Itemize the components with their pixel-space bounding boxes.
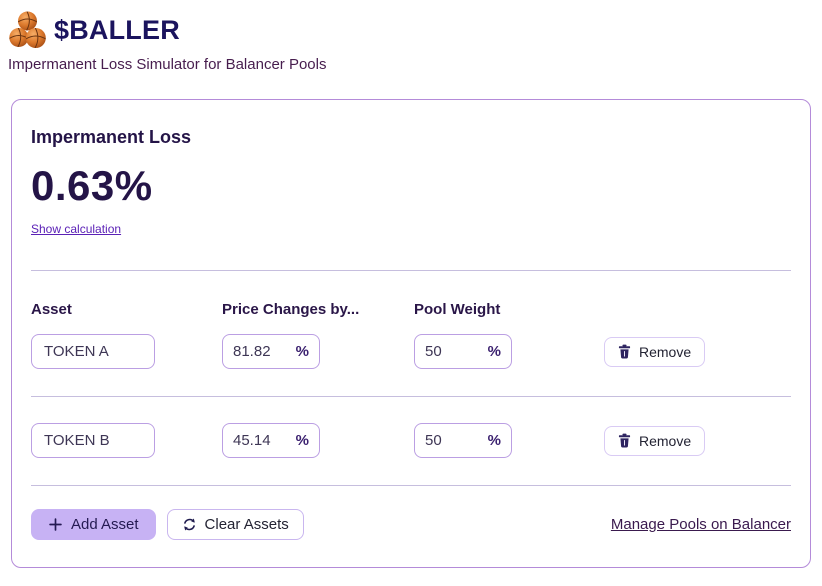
remove-button-label: Remove <box>639 432 692 449</box>
weight-column-header: Pool Weight <box>414 301 501 319</box>
add-asset-label: Add Asset <box>71 516 139 534</box>
divider <box>31 396 791 398</box>
app-title: $BALLER <box>54 14 180 45</box>
basketballs-icon <box>9 11 46 48</box>
remove-asset-button-1[interactable]: Remove <box>604 336 706 367</box>
price-change-field-2[interactable]: % <box>222 423 320 459</box>
add-asset-button[interactable]: Add Asset <box>31 509 156 541</box>
remove-asset-button-2[interactable]: Remove <box>604 425 706 456</box>
asset-name-input-2[interactable] <box>31 423 155 459</box>
remove-button-label: Remove <box>639 343 692 360</box>
price-column-header: Price Changes by... <box>222 301 360 319</box>
pool-weight-input-1[interactable] <box>425 343 477 361</box>
percent-suffix: % <box>295 343 309 361</box>
percent-suffix: % <box>487 343 501 361</box>
app-header: $BALLER Impermanent Loss Simulator for B… <box>8 10 326 73</box>
card-footer: Add Asset Clear Assets Manage Pools on B… <box>31 509 791 541</box>
price-change-input-2[interactable] <box>233 432 285 450</box>
price-change-input-1[interactable] <box>233 343 285 361</box>
pool-weight-input-2[interactable] <box>425 432 477 450</box>
impermanent-loss-card: Impermanent Loss 0.63% Show calculation … <box>11 99 811 568</box>
trash-icon <box>618 344 631 359</box>
card-heading: Impermanent Loss <box>31 127 192 147</box>
divider <box>31 485 791 487</box>
pool-weight-field-1[interactable]: % <box>414 334 512 370</box>
manage-pools-link[interactable]: Manage Pools on Balancer <box>610 516 791 534</box>
clear-assets-button[interactable]: Clear Assets <box>166 509 304 541</box>
clear-assets-label: Clear Assets <box>204 516 289 534</box>
trash-icon <box>618 433 631 448</box>
percent-suffix: % <box>487 432 501 450</box>
impermanent-loss-value: 0.63% <box>31 162 153 209</box>
percent-suffix: % <box>295 432 309 450</box>
divider <box>31 270 791 272</box>
plus-icon <box>49 518 62 531</box>
app-subtitle: Impermanent Loss Simulator for Balancer … <box>8 56 327 73</box>
price-change-field-1[interactable]: % <box>222 334 320 370</box>
pool-weight-field-2[interactable]: % <box>414 423 512 459</box>
asset-row-1: % % Remove <box>31 334 791 370</box>
asset-row-2: % % Remove <box>31 423 791 459</box>
asset-column-header: Asset <box>31 301 72 319</box>
refresh-icon <box>183 518 195 531</box>
column-headers: Asset Price Changes by... Pool Weight <box>31 301 791 318</box>
show-calculation-link[interactable]: Show calculation <box>31 222 122 237</box>
asset-name-input-1[interactable] <box>31 334 155 370</box>
